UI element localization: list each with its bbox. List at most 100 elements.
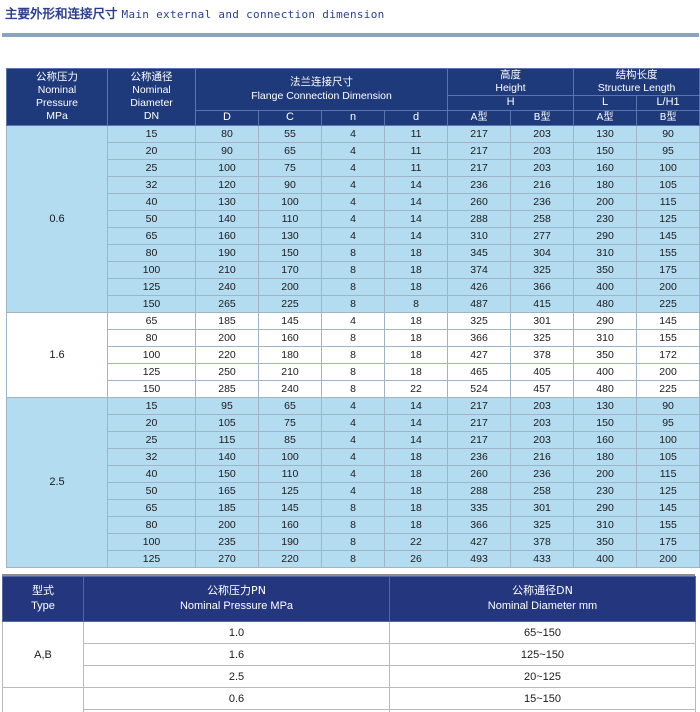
cell-d: 220 bbox=[195, 345, 259, 364]
cell-n: 4 bbox=[321, 141, 385, 160]
cell-dn: 150 bbox=[107, 294, 196, 313]
cell-c: 85 bbox=[258, 430, 322, 449]
table-row: 150 265 225 8 8 487 415 480 225 bbox=[7, 294, 700, 313]
cell-n: 8 bbox=[321, 277, 385, 296]
cell-l-a: 130 bbox=[573, 124, 638, 143]
cell-l-b: 115 bbox=[636, 192, 700, 211]
table-row: 150 285 240 8 22 524 457 480 225 bbox=[7, 379, 700, 398]
col-type-cn: 型式 bbox=[32, 584, 54, 598]
table-row: 32 120 90 4 14 236 216 180 105 bbox=[7, 175, 700, 194]
cell-d: 18 bbox=[383, 260, 449, 279]
col-nominal-diameter-en1: Nominal bbox=[132, 83, 171, 96]
cell-c: 65 bbox=[258, 396, 322, 415]
cell-h-a: 487 bbox=[447, 294, 512, 313]
cell-l-a: 310 bbox=[573, 515, 638, 534]
cell-dn: 100 bbox=[107, 260, 196, 279]
cell-h-b: 216 bbox=[510, 175, 575, 194]
cell-h-b: 405 bbox=[510, 362, 575, 381]
cell-c: 100 bbox=[258, 192, 322, 211]
cell-type: A,B bbox=[2, 621, 84, 688]
cell-c: 180 bbox=[258, 345, 322, 364]
cell-d: 165 bbox=[195, 481, 259, 500]
cell-c: 210 bbox=[258, 362, 322, 381]
cell-h-a: 217 bbox=[447, 141, 512, 160]
table-row: 100 210 170 8 18 374 325 350 175 bbox=[7, 260, 700, 279]
cell-d: 80 bbox=[195, 124, 259, 143]
cell-dn: 65~150 bbox=[389, 709, 696, 712]
cell-h-b: 203 bbox=[510, 396, 575, 415]
cell-d: 18 bbox=[383, 311, 449, 330]
cell-n: 8 bbox=[321, 328, 385, 347]
cell-h-b: 301 bbox=[510, 498, 575, 517]
col-nominal-pressure: 公称压力 Nominal Pressure MPa bbox=[6, 68, 108, 126]
cell-l-a: 400 bbox=[573, 362, 638, 381]
cell-l-a: 180 bbox=[573, 175, 638, 194]
table-row: 25 115 85 4 14 217 203 160 100 bbox=[7, 430, 700, 449]
cell-c: 145 bbox=[258, 498, 322, 517]
cell-h-a: 217 bbox=[447, 396, 512, 415]
cell-h-b: 236 bbox=[510, 464, 575, 483]
cell-h-a: 260 bbox=[447, 464, 512, 483]
cell-d: 14 bbox=[383, 413, 449, 432]
cell-n: 8 bbox=[321, 549, 385, 568]
page-title: 主要外形和连接尺寸 Main external and connection di… bbox=[5, 3, 385, 22]
col-nominal-diameter-en2: Diameter bbox=[130, 96, 173, 109]
cell-d: 18 bbox=[383, 243, 449, 262]
table-row: 25 100 75 4 11 217 203 160 100 bbox=[7, 158, 700, 177]
cell-h-b: 301 bbox=[510, 311, 575, 330]
cell-h-b: 325 bbox=[510, 328, 575, 347]
cell-d: 160 bbox=[195, 226, 259, 245]
cell-l-b: 155 bbox=[636, 243, 700, 262]
cell-nominal-pressure: 2.5 bbox=[6, 396, 108, 568]
cell-d: 18 bbox=[383, 481, 449, 500]
cell-dn: 80 bbox=[107, 515, 196, 534]
cell-d: 100 bbox=[195, 158, 259, 177]
table-row: 40 150 110 4 18 260 236 200 115 bbox=[7, 464, 700, 483]
cell-h-b: 258 bbox=[510, 209, 575, 228]
cell-h-b: 325 bbox=[510, 260, 575, 279]
group-structure-length-en: Structure Length bbox=[597, 82, 676, 95]
col-dn-cn: 公称通径DN bbox=[512, 584, 573, 598]
cell-d: 185 bbox=[195, 311, 259, 330]
cell-d: 18 bbox=[383, 447, 449, 466]
cell-n: 8 bbox=[321, 379, 385, 398]
table-row: 50 165 125 4 18 288 258 230 125 bbox=[7, 481, 700, 500]
cell-l-b: 100 bbox=[636, 430, 700, 449]
cell-h-a: 335 bbox=[447, 498, 512, 517]
cell-l-a: 230 bbox=[573, 481, 638, 500]
cell-l-b: 155 bbox=[636, 328, 700, 347]
cell-n: 8 bbox=[321, 532, 385, 551]
cell-h-a: 217 bbox=[447, 158, 512, 177]
cell-l-b: 225 bbox=[636, 379, 700, 398]
cell-c: 110 bbox=[258, 464, 322, 483]
cell-l-b: 200 bbox=[636, 362, 700, 381]
cell-dn: 100 bbox=[107, 532, 196, 551]
col-symbol-LH1: L/H1 bbox=[636, 95, 700, 111]
cell-h-b: 236 bbox=[510, 192, 575, 211]
table-row: 80 200 160 8 18 366 325 310 155 bbox=[7, 515, 700, 534]
group-flange-en: Flange Connection Dimension bbox=[251, 89, 392, 102]
cell-dn: 65~150 bbox=[389, 621, 696, 644]
cell-n: 8 bbox=[321, 260, 385, 279]
cell-n: 4 bbox=[321, 464, 385, 483]
col-pn-en: Nominal Pressure MPa bbox=[179, 600, 294, 612]
table-row: 1.6 125~150 bbox=[3, 643, 696, 666]
cell-n: 8 bbox=[321, 362, 385, 381]
cell-h-b: 378 bbox=[510, 345, 575, 364]
col-length-type-b: B型 bbox=[636, 110, 700, 126]
cell-l-a: 180 bbox=[573, 447, 638, 466]
cell-h-a: 427 bbox=[447, 345, 512, 364]
cell-l-a: 150 bbox=[573, 141, 638, 160]
cell-c: 125 bbox=[258, 481, 322, 500]
cell-n: 8 bbox=[321, 294, 385, 313]
cell-d: 105 bbox=[195, 413, 259, 432]
cell-d: 95 bbox=[195, 396, 259, 415]
cell-d: 120 bbox=[195, 175, 259, 194]
cell-c: 100 bbox=[258, 447, 322, 466]
group-flange-cn: 法兰连接尺寸 bbox=[290, 76, 354, 89]
cell-l-b: 125 bbox=[636, 209, 700, 228]
col-type-en: Type bbox=[31, 600, 55, 612]
type-range-table-head: 型式 Type 公称压力PN Nominal Pressure MPa 公称通径… bbox=[2, 576, 696, 622]
cell-d: 18 bbox=[383, 277, 449, 296]
cell-n: 4 bbox=[321, 192, 385, 211]
